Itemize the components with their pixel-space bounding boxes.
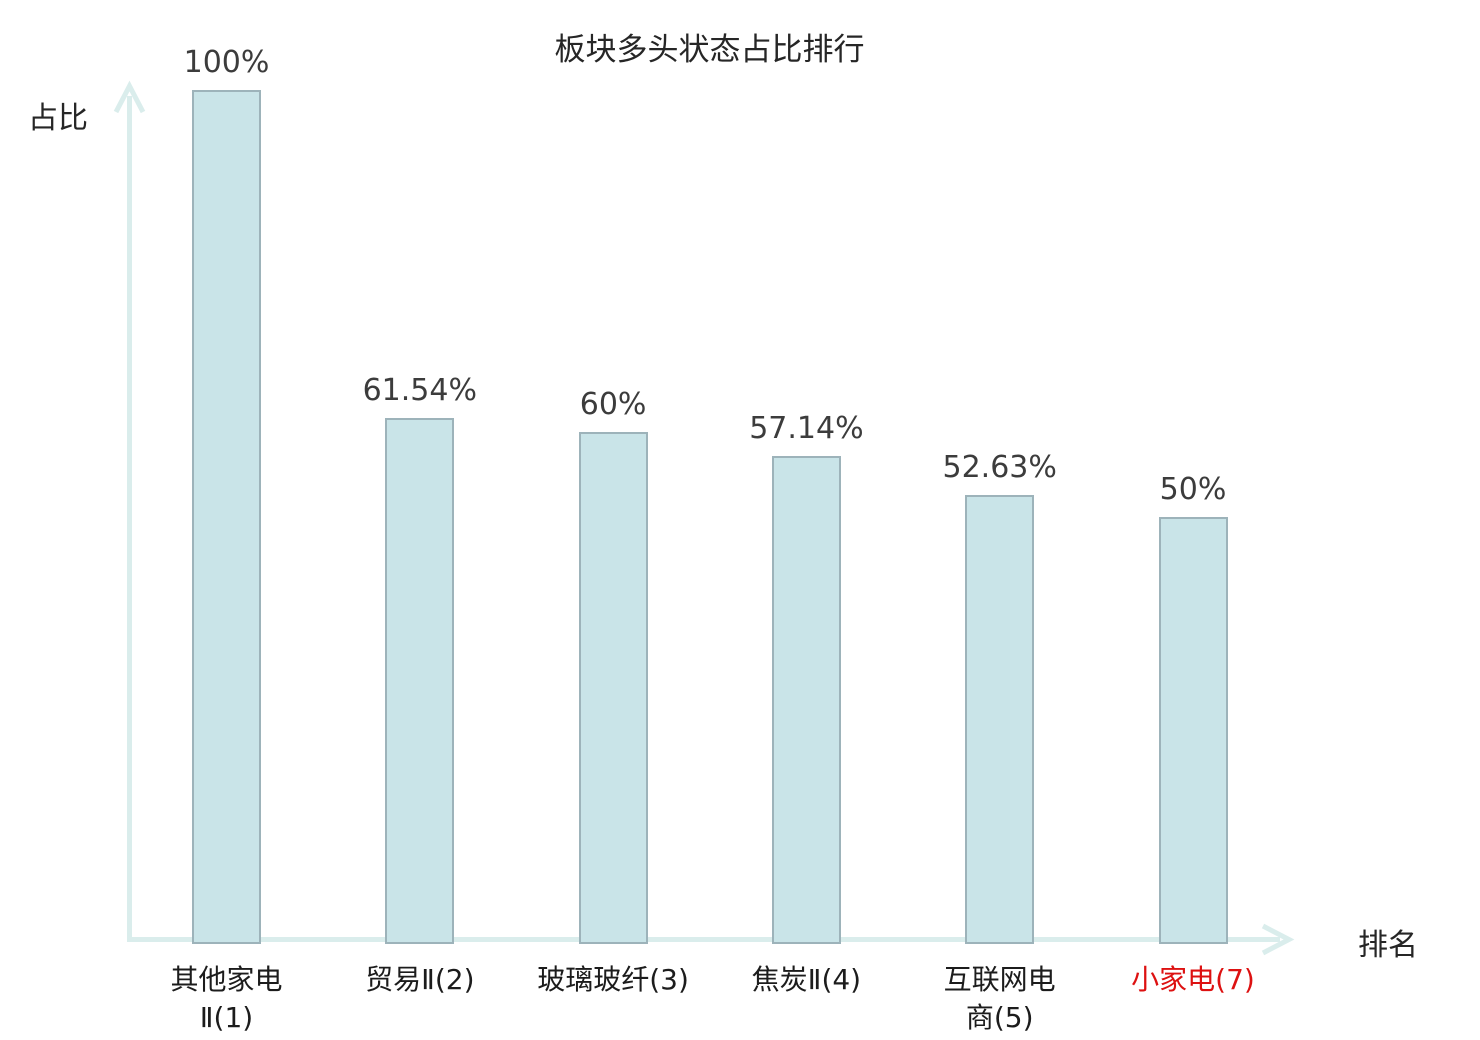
x-axis-title: 排名 (1358, 928, 1418, 963)
bar-value-label: 57.14% (749, 411, 864, 447)
category-label: 玻璃玻纤(3) (537, 963, 689, 996)
category-label: 小家电(7) (1131, 963, 1255, 996)
category-label: 焦炭Ⅱ(4) (751, 963, 862, 996)
bar-value-label: 60% (579, 386, 647, 422)
bar (1158, 517, 1228, 944)
bar (578, 431, 648, 944)
y-axis-title: 占比 (28, 101, 88, 136)
bar (965, 494, 1035, 944)
bar (771, 456, 841, 944)
bar-value-label: 52.63% (942, 449, 1057, 485)
bar-value-label: 61.54% (362, 373, 477, 409)
bar-value-label: 100% (183, 45, 270, 80)
category-label: 其他家电 Ⅱ(1) (170, 963, 283, 1034)
bar-value-label: 50% (1159, 472, 1227, 507)
y-axis-arrow-icon (113, 80, 146, 114)
bar (385, 418, 455, 944)
category-label: 贸易Ⅱ(2) (365, 963, 475, 996)
x-axis-arrow-icon (1261, 923, 1295, 956)
bar (192, 90, 261, 944)
chart-title: 板块多头状态占比排行 (554, 32, 865, 68)
category-label: 互联网电 商(5) (943, 963, 1056, 1034)
